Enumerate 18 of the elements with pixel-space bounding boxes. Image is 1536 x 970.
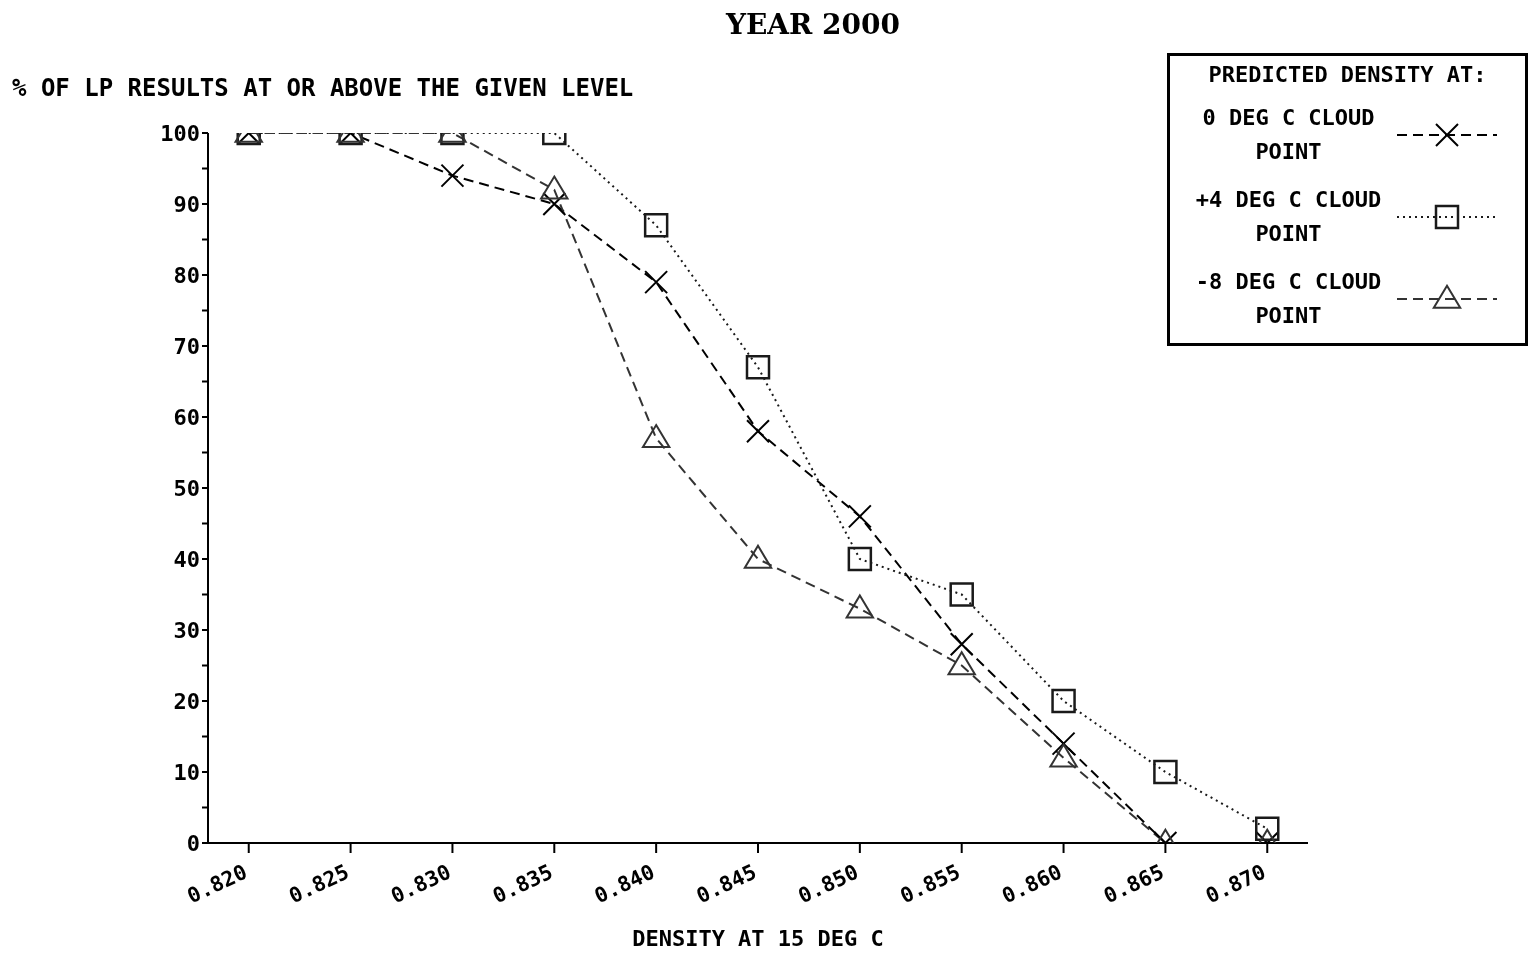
legend-title: PREDICTED DENSITY AT: (1207, 62, 1488, 87)
y-tick-label: 20 (173, 688, 200, 714)
x-axis-title: DENSITY AT 15 DEG C (631, 926, 885, 951)
y-tick-label: 10 (173, 759, 200, 785)
y-tick-label: 40 (173, 546, 200, 572)
y-tick-label: 70 (173, 333, 200, 359)
y-tick-label: 90 (173, 191, 200, 217)
y-tick-label: 80 (173, 262, 200, 288)
y-tick-label: 0 (186, 830, 200, 856)
y-tick-label: 50 (173, 475, 200, 501)
legend-label: -8 DEG C CLOUD POINT (1194, 268, 1383, 330)
y-tick-label: 60 (173, 404, 200, 430)
legend-label: +4 DEG C CLOUD POINT (1194, 186, 1383, 248)
chart-title: YEAR 2000 (724, 8, 901, 41)
y-tick-label: 100 (160, 120, 200, 146)
y-tick-label: 30 (173, 617, 200, 643)
y-axis-title: % OF LP RESULTS AT OR ABOVE THE GIVEN LEVEL (12, 74, 634, 102)
legend-label: 0 DEG C CLOUD POINT (1201, 104, 1376, 166)
